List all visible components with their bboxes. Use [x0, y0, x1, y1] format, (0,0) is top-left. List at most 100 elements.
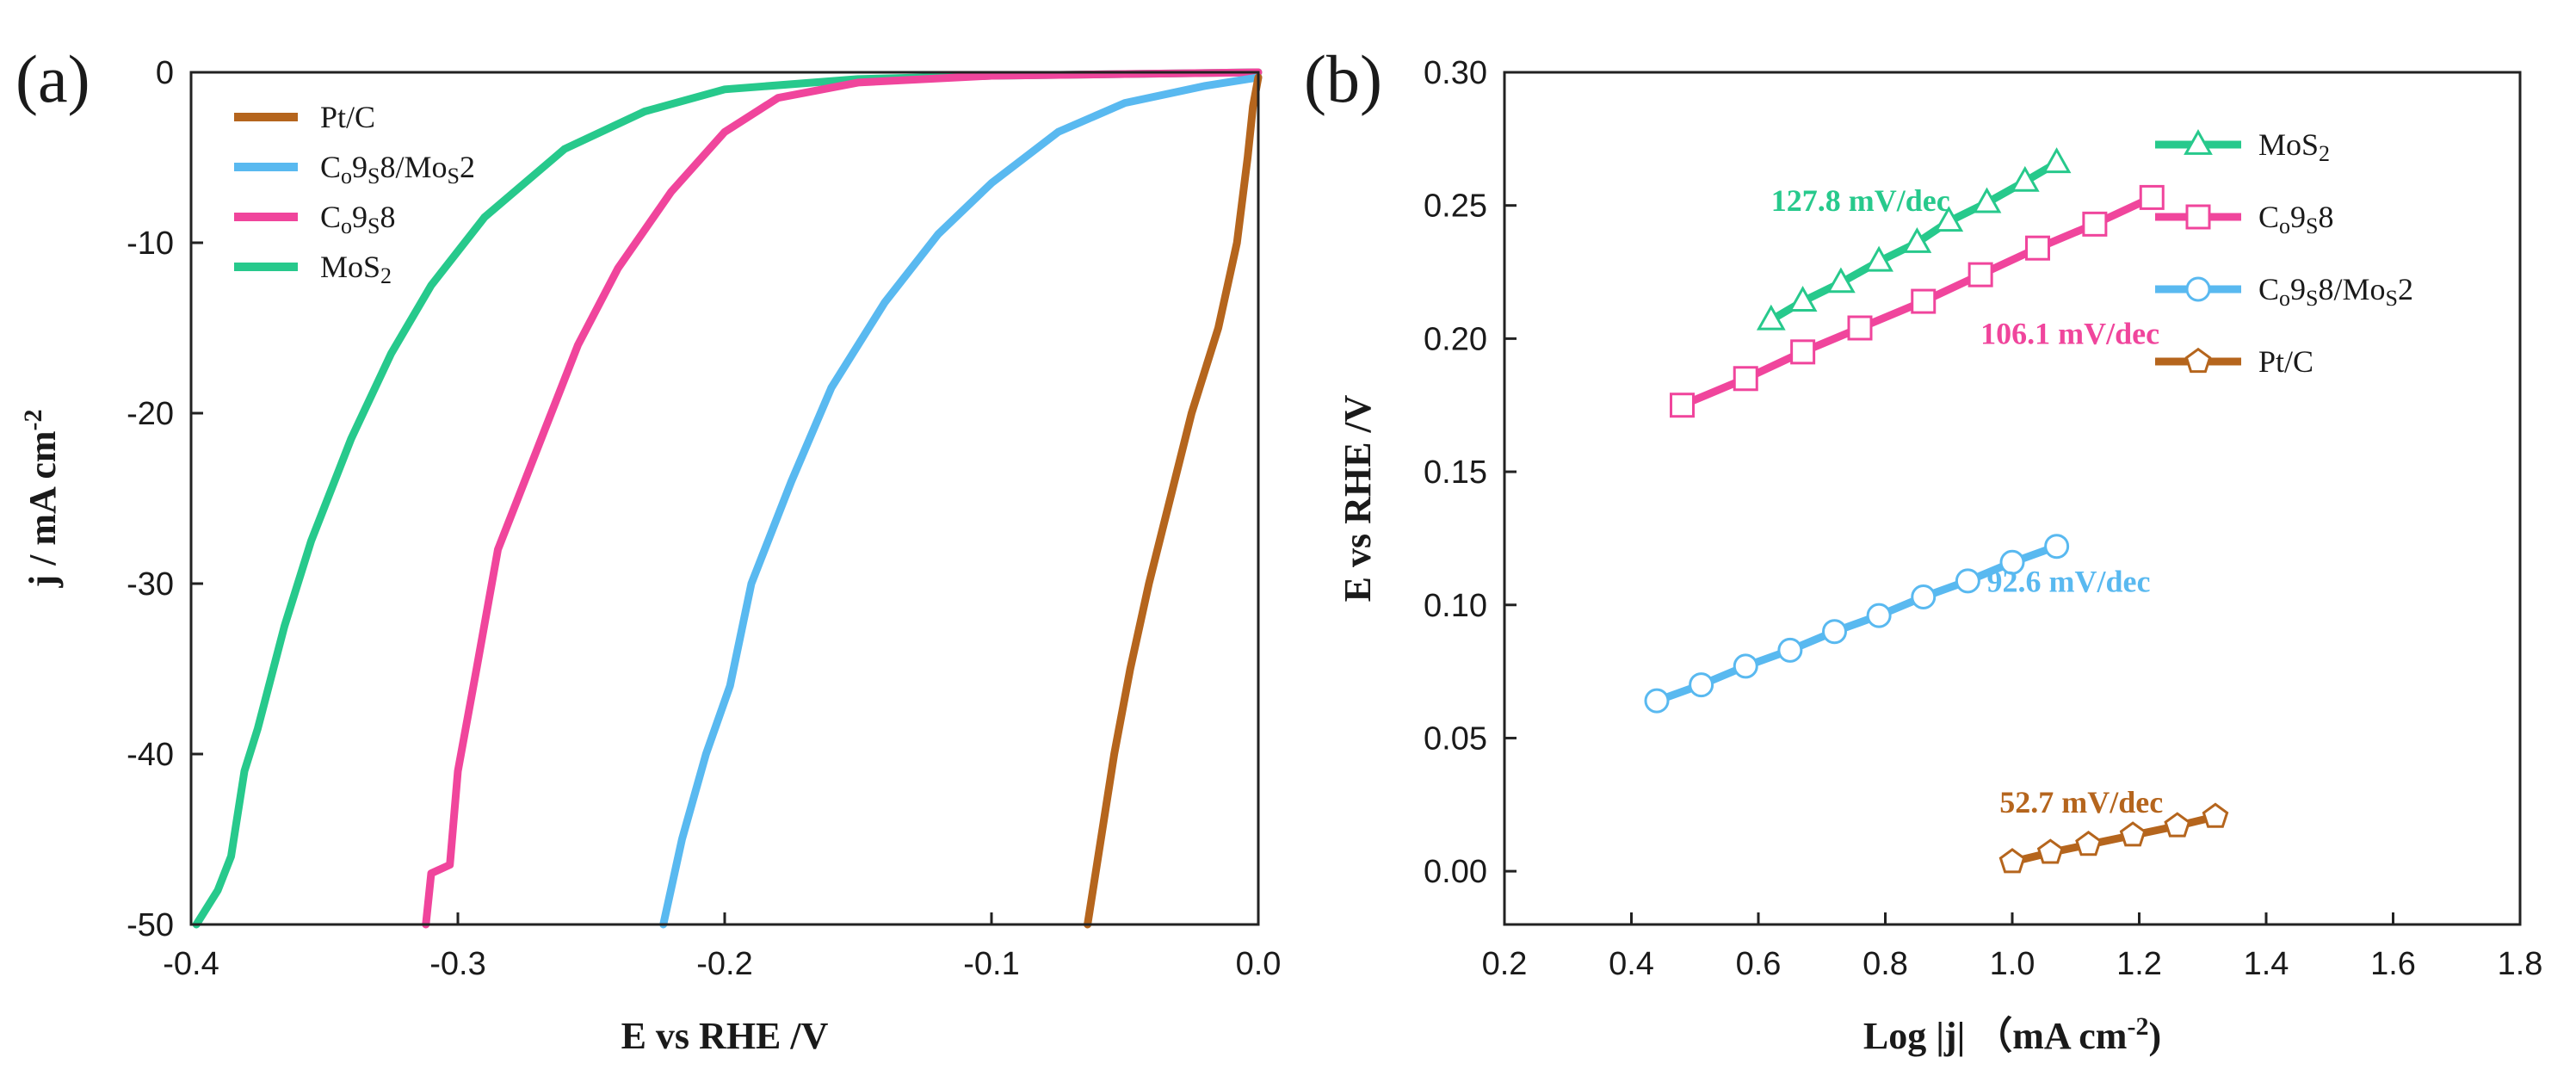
panel-a-legend-label-ptc-part-0: Pt/C — [320, 100, 375, 134]
panel-b-x-tick-label: 1.2 — [2116, 946, 2162, 982]
panel-b-series-co9s8mos2-point — [1999, 549, 2025, 575]
panel-a-legend-label-co9s8-part-3: S — [368, 213, 380, 238]
panel-b-x-tick-label: 1.0 — [1990, 946, 2035, 982]
panel-b-series-co9s8mos2-point — [1822, 619, 1847, 645]
panel-b-series-ptc-point — [2075, 831, 2102, 856]
panel-b-x-tick-label: 1.8 — [2498, 946, 2543, 982]
panel-b-series-mos2-point — [1788, 286, 1818, 312]
panel-b-series-co9s8-point — [1790, 339, 1816, 365]
panel-a-legend-label-co9s8mos2-part-3: S — [368, 164, 380, 189]
panel-b-legend-label-ptc-part-0: Pt/C — [2258, 344, 2313, 379]
panel-b-series-mos2-point — [1826, 267, 1856, 294]
panel-b-legend-marker-ptc — [2184, 347, 2212, 374]
panel-b-x-tick-label: 1.6 — [2370, 946, 2416, 982]
panel-b-series-mos2-point — [2042, 147, 2072, 174]
panel-b-y-tick-label: 0.10 — [1424, 588, 1487, 624]
panel-b-y-axis-title: E vs RHE /V — [1337, 394, 1379, 602]
panel-b-legend-label-co9s8mos2-part-0: C — [2258, 272, 2279, 306]
panel-b-label: (b) — [1304, 41, 1382, 116]
panel-b-x-tick-label: 0.2 — [1482, 946, 1528, 982]
panel-a-x-axis-title: E vs RHE /V — [621, 1015, 829, 1057]
panel-b-series-co9s8mos2-point — [1777, 637, 1803, 663]
panel-b-legend-label-co9s8mos2-part-1: o — [2279, 286, 2290, 311]
panel-b-x-axis-title-sup: -2 — [2127, 1012, 2148, 1041]
panel-a-y-tick-label: -50 — [127, 907, 174, 943]
panel-b-series-mos2-point — [1972, 187, 2002, 213]
panel-b-legend-marker-co9s8 — [2185, 204, 2211, 230]
panel-a-legend-label-co9s8: Co9S8 — [320, 200, 395, 238]
panel-b-legend-label-mos2-part-0: MoS — [2258, 127, 2319, 162]
panel-a-y-axis-title-sup: -2 — [19, 409, 47, 430]
panel-a-x-tick-label: -0.2 — [696, 946, 752, 982]
panel-b-legend-label-co9s8mos2-part-4: 8/Mo — [2318, 272, 2385, 306]
panel-b-legend-label-co9s8-part-2: 9 — [2290, 200, 2306, 234]
panel-b-legend-label-co9s8mos2-part-5: S — [2386, 286, 2398, 311]
panel-b-y-tick-label: 0.30 — [1424, 55, 1487, 91]
panel-b-legend-label-co9s8mos2-part-2: 9 — [2290, 272, 2306, 306]
panel-a-legend-label-co9s8mos2-part-1: o — [341, 164, 352, 189]
panel-a-legend-label-co9s8mos2: Co9S8/MoS2 — [320, 150, 475, 189]
panel-a-y-tick-label: -40 — [127, 737, 174, 773]
panel-b-series-co9s8mos2-point — [1955, 568, 1980, 594]
panel-b-series-mos2-point — [1864, 245, 1893, 272]
panel-a-y-tick-label: -20 — [127, 396, 174, 432]
panel-b-x-tick-label: 1.4 — [2244, 946, 2289, 982]
panel-b-x-tick-label: 0.6 — [1736, 946, 1782, 982]
panel-a-x-tick-label: -0.1 — [963, 946, 1019, 982]
panel-b-series-mos2-point — [2010, 165, 2040, 192]
panel-b-series-co9s8-point — [1911, 288, 1937, 314]
panel-a-plot-frame — [189, 71, 1260, 926]
panel-b-series-co9s8-point — [1733, 366, 1758, 392]
panel-b-y-tick-label: 0.00 — [1424, 854, 1487, 890]
panel-a-y-axis-title-main: j / mA cm — [22, 430, 64, 588]
panel-b-ticks: 0.2 0.4 0.6 0.8 1.0 1.2 1.4 1.6 1.8 0.00 0.05 0.10 0… — [1424, 55, 2542, 982]
panel-b-series-ptc-point — [2036, 838, 2064, 864]
panel-a-legend-label-ptc: Pt/C — [320, 100, 375, 134]
panel-a-series-co9s8-line — [422, 68, 1263, 929]
panel-b-slope-label-co9s8mos2: 92.6 mV/dec — [1987, 564, 2151, 598]
panel-a-legend-label-co9s8-part-4: 8 — [380, 200, 395, 234]
panel-b-series-co9s8-point — [1968, 262, 1993, 288]
panel-b-legend-label-co9s8mos2-part-6: 2 — [2398, 272, 2413, 306]
panel-b-series-co9s8-point — [2139, 184, 2165, 210]
panel-a-legend-label-co9s8mos2-part-6: 2 — [460, 150, 475, 184]
panel-b-legend-label-co9s8: Co9S8 — [2258, 200, 2333, 238]
panel-b-legend-label-co9s8mos2-part-3: S — [2306, 286, 2318, 311]
panel-b-legend-marker-co9s8mos2 — [2185, 276, 2211, 302]
panel-b-legend-label-mos2-part-1: 2 — [2319, 141, 2330, 166]
panel-a-x-tick-label: -0.4 — [163, 946, 219, 982]
panel-b-legend-label-ptc: Pt/C — [2258, 344, 2313, 379]
panel-b-legend-label-co9s8-part-3: S — [2306, 213, 2318, 238]
panel-b-x-axis-title-main: Log |j| （mA cm — [1863, 1015, 2128, 1057]
panel-a-legend-label-co9s8-part-1: o — [341, 213, 352, 238]
panel-a-y-axis-title: j / mA cm-2 — [19, 409, 64, 588]
panel-b-legend-label-mos2: MoS2 — [2258, 127, 2330, 166]
panel-b-series: 127.8 mV/dec 106.1 mV/dec 92.6 mV/dec 52.7 … — [1644, 147, 2229, 874]
panel-a-x-tick-label: -0.3 — [429, 946, 485, 982]
panel-b-series-co9s8mos2-point — [1733, 653, 1758, 679]
panel-a-y-tick-label: -30 — [127, 566, 174, 603]
panel-a-chart: (a) -0.4 -0.3 -0.2 -0.1 0.00-10-20-30-40-50 … — [15, 41, 1281, 1057]
panel-b-series-co9s8mos2-point — [2044, 534, 2070, 560]
panel-b-plot-frame — [1503, 71, 2522, 926]
panel-b-series-co9s8-point — [2025, 235, 2050, 261]
panel-b-slope-label-ptc: 52.7 mV/dec — [1999, 785, 2163, 819]
panel-a-label: (a) — [15, 41, 90, 116]
panel-b-x-axis-title-end: ) — [2148, 1015, 2161, 1057]
panel-b-legend-label-co9s8-part-0: C — [2258, 200, 2279, 234]
panel-a-series-co9s8mos2-line — [659, 73, 1263, 929]
panel-b-series-co9s8mos2-point — [1911, 584, 1937, 609]
panel-a-legend-label-co9s8mos2-part-5: S — [448, 164, 460, 189]
panel-b-legend-label-co9s8-part-4: 8 — [2318, 200, 2333, 234]
panel-a-legend-label-co9s8mos2-part-4: 8/Mo — [380, 150, 447, 184]
panel-a-series — [192, 68, 1263, 929]
panel-b-series-co9s8-point — [2082, 211, 2108, 237]
panel-b-series-ptc-point — [2202, 802, 2229, 828]
panel-b-series-co9s8-point — [1670, 393, 1695, 418]
panel-b-series-co9s8mos2-point — [1689, 672, 1714, 698]
panel-b-y-tick-label: 0.25 — [1424, 189, 1487, 225]
panel-a-legend-label-co9s8mos2-part-2: 9 — [352, 150, 368, 184]
